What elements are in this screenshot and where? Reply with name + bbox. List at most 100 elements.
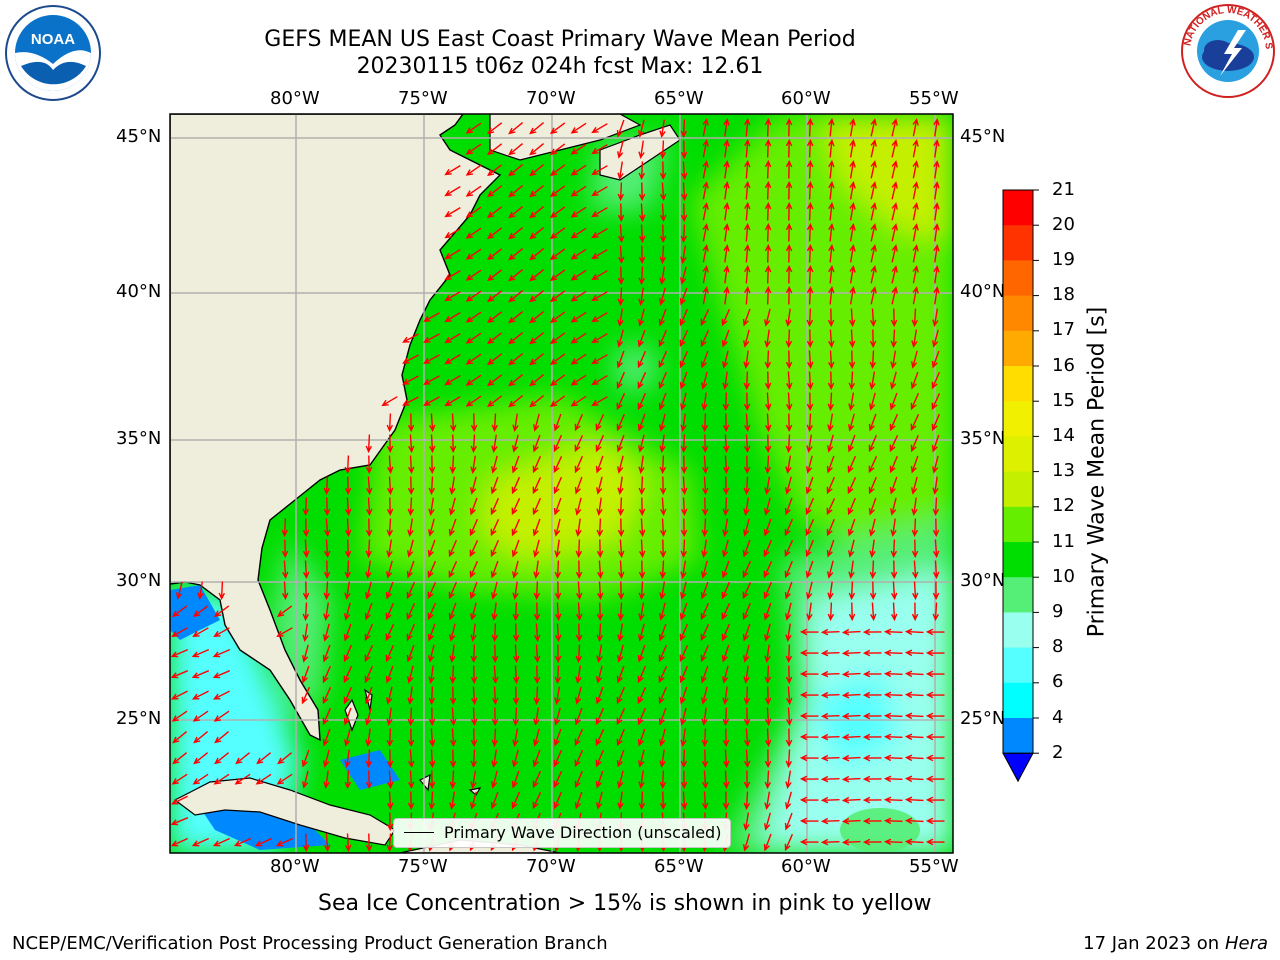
wave-direction-arrow — [428, 413, 436, 433]
wave-direction-arrow — [344, 560, 352, 580]
wave-direction-arrow — [407, 665, 414, 684]
wave-direction-arrow — [428, 686, 436, 706]
wave-direction-arrow — [637, 665, 647, 684]
land-north-america — [170, 114, 502, 742]
wave-direction-arrow — [553, 497, 562, 516]
wave-direction-arrow — [680, 728, 687, 748]
wave-direction-arrow — [385, 644, 395, 663]
wave-direction-arrow — [701, 791, 709, 811]
wave-direction-arrow — [596, 518, 604, 538]
wave-direction-arrow — [764, 264, 772, 284]
wave-direction-arrow — [487, 395, 503, 408]
wave-direction-arrow — [616, 119, 625, 138]
wave-direction-arrow — [591, 186, 608, 197]
wave-direction-arrow — [302, 623, 309, 642]
wave-direction-arrow — [344, 749, 351, 769]
wave-direction-arrow — [491, 581, 498, 600]
wave-direction-arrow — [743, 476, 751, 496]
wave-direction-arrow — [386, 476, 394, 496]
wave-direction-arrow — [554, 518, 561, 537]
wave-direction-arrow — [659, 770, 667, 790]
wave-direction-arrow — [406, 560, 415, 579]
wave-direction-arrow — [511, 539, 520, 558]
wave-direction-arrow — [890, 308, 898, 328]
wave-direction-arrow — [722, 728, 730, 748]
wave-direction-arrow — [617, 539, 625, 559]
wave-direction-arrow — [743, 117, 751, 137]
wave-direction-arrow — [764, 812, 771, 831]
wave-direction-arrow — [512, 728, 519, 747]
wave-direction-arrow — [828, 138, 835, 158]
wave-direction-arrow — [638, 266, 646, 286]
wave-direction-arrow — [533, 707, 540, 726]
wave-direction-arrow — [637, 687, 647, 705]
wave-direction-arrow — [511, 498, 521, 516]
wave-direction-arrow — [638, 287, 645, 306]
wave-direction-arrow — [465, 248, 482, 260]
wave-direction-arrow — [575, 560, 583, 580]
wave-direction-arrow — [805, 497, 815, 516]
wave-direction-arrow — [570, 290, 587, 302]
wave-direction-arrow — [841, 817, 861, 825]
wave-direction-arrow — [785, 455, 792, 474]
wave-direction-arrow — [491, 686, 499, 706]
wave-direction-arrow — [925, 796, 945, 804]
wave-direction-arrow — [570, 353, 587, 365]
wave-direction-arrow — [764, 413, 772, 433]
wave-direction-arrow — [508, 353, 524, 366]
wave-direction-arrow — [702, 160, 709, 179]
wave-direction-arrow — [365, 455, 373, 475]
lat-tick-left: 40°N — [116, 281, 162, 302]
wave-direction-arrow — [883, 838, 903, 846]
wave-direction-arrow — [659, 245, 667, 265]
wave-direction-arrow — [638, 119, 645, 138]
wave-direction-arrow — [638, 161, 646, 181]
wave-direction-arrow — [764, 749, 772, 769]
wave-direction-arrow — [365, 497, 373, 517]
wave-direction-arrow — [701, 413, 709, 433]
wave-direction-arrow — [912, 223, 919, 242]
wave-direction-arrow — [617, 182, 625, 202]
wave-direction-arrow — [805, 539, 814, 558]
wave-direction-arrow — [743, 686, 751, 706]
wave-direction-arrow — [385, 581, 394, 600]
wave-direction-arrow — [490, 476, 499, 495]
wave-direction-arrow — [799, 649, 819, 657]
wave-direction-arrow — [743, 138, 751, 158]
wave-direction-arrow — [826, 455, 835, 474]
wave-direction-arrow — [723, 117, 730, 137]
wave-direction-arrow — [723, 180, 730, 200]
wave-direction-arrow — [890, 497, 897, 516]
wave-direction-arrow — [212, 670, 231, 679]
wave-direction-arrow — [785, 749, 793, 769]
wave-direction-arrow — [386, 434, 394, 454]
wave-direction-arrow — [427, 560, 437, 579]
wave-direction-arrow — [721, 560, 730, 579]
wave-direction-arrow — [470, 665, 478, 685]
wave-direction-arrow — [785, 285, 793, 305]
wave-direction-arrow — [554, 539, 561, 559]
wave-direction-arrow — [638, 560, 646, 580]
lat-tick-left: 25°N — [116, 708, 162, 729]
wave-direction-arrow — [869, 350, 877, 370]
wave-direction-arrow — [911, 497, 918, 517]
wave-direction-arrow — [700, 624, 710, 642]
wave-direction-arrow — [785, 728, 793, 748]
wave-direction-arrow — [925, 628, 945, 636]
wave-direction-arrow — [638, 476, 646, 496]
land-maritimes — [489, 114, 642, 161]
wave-direction-arrow — [595, 707, 605, 726]
wave-direction-arrow — [616, 728, 625, 747]
wave-direction-arrow — [723, 159, 730, 179]
wave-direction-arrow — [870, 286, 877, 305]
wave-direction-arrow — [679, 623, 689, 642]
wave-direction-arrow — [256, 752, 272, 765]
wave-direction-arrow — [827, 413, 834, 432]
wave-direction-arrow — [658, 666, 668, 684]
wave-direction-arrow — [931, 350, 940, 369]
wave-direction-arrow — [723, 264, 730, 284]
wave-direction-arrow — [427, 602, 437, 621]
wave-direction-arrow — [407, 791, 415, 811]
wave-direction-arrow — [721, 581, 731, 600]
wave-direction-arrow — [933, 286, 940, 305]
